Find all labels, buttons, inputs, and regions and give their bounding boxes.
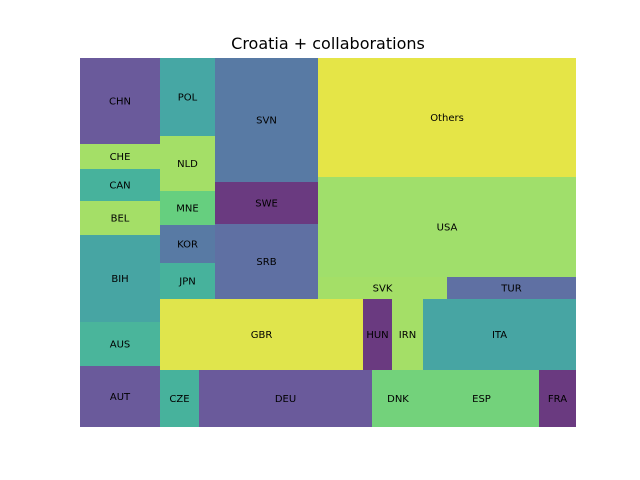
cell-srb bbox=[215, 224, 318, 299]
cell-label-aus: AUS bbox=[110, 340, 131, 351]
cell-others bbox=[318, 58, 576, 177]
cell-dnk bbox=[372, 370, 424, 427]
cell-label-ita: ITA bbox=[492, 330, 507, 341]
cell-mne bbox=[160, 191, 215, 225]
cell-label-esp: ESP bbox=[472, 394, 491, 405]
cell-label-pol: POL bbox=[178, 93, 198, 104]
cell-bel bbox=[80, 201, 160, 235]
cell-label-dnk: DNK bbox=[387, 394, 409, 405]
cell-label-fra: FRA bbox=[548, 394, 567, 405]
cell-kor bbox=[160, 225, 215, 263]
cell-svn bbox=[215, 58, 318, 182]
cell-label-svk: SVK bbox=[373, 284, 393, 295]
cell-label-bih: BIH bbox=[111, 274, 128, 285]
cell-label-svn: SVN bbox=[256, 116, 277, 127]
cell-label-bel: BEL bbox=[111, 214, 130, 225]
cell-pol bbox=[160, 58, 215, 136]
cell-deu bbox=[199, 370, 372, 427]
cell-tur bbox=[447, 277, 576, 299]
cell-label-kor: KOR bbox=[177, 240, 198, 251]
cell-hun bbox=[363, 299, 392, 370]
cell-can bbox=[80, 169, 160, 201]
cell-nld bbox=[160, 136, 215, 191]
cell-usa bbox=[318, 177, 576, 277]
cell-swe bbox=[215, 182, 318, 224]
cell-fra bbox=[539, 370, 576, 427]
cell-bih bbox=[80, 235, 160, 322]
cell-label-can: CAN bbox=[109, 181, 130, 192]
cell-jpn bbox=[160, 263, 215, 299]
cell-label-swe: SWE bbox=[255, 199, 278, 210]
cell-svk bbox=[318, 277, 447, 299]
cell-label-chn: CHN bbox=[109, 97, 131, 108]
cell-label-deu: DEU bbox=[275, 394, 296, 405]
cell-label-cze: CZE bbox=[169, 394, 189, 405]
cell-label-che: CHE bbox=[110, 152, 131, 163]
cell-label-gbr: GBR bbox=[251, 330, 273, 341]
cell-label-irn: IRN bbox=[399, 330, 416, 341]
cell-gbr bbox=[160, 299, 363, 370]
chart-title: Croatia + collaborations bbox=[231, 34, 425, 53]
treemap-cells: CHN CHE CAN BEL BIH AUS AUT POL NLD MNE KOR JPN SVN S… bbox=[80, 58, 576, 427]
cell-label-nld: NLD bbox=[177, 159, 198, 170]
cell-label-usa: USA bbox=[437, 223, 458, 234]
cell-cze bbox=[160, 370, 199, 427]
cell-aut bbox=[80, 366, 160, 427]
cell-label-mne: MNE bbox=[176, 204, 198, 215]
cell-esp bbox=[424, 370, 539, 427]
cell-label-jpn: JPN bbox=[178, 277, 195, 288]
cell-label-tur: TUR bbox=[500, 284, 521, 295]
cell-label-others: Others bbox=[430, 113, 464, 124]
cell-ita bbox=[423, 299, 576, 370]
cell-che bbox=[80, 144, 160, 169]
cell-label-aut: AUT bbox=[110, 392, 131, 403]
cell-label-srb: SRB bbox=[256, 257, 276, 268]
cell-aus bbox=[80, 322, 160, 366]
cell-irn bbox=[392, 299, 423, 370]
cell-chn bbox=[80, 58, 160, 144]
cell-label-hun: HUN bbox=[366, 330, 388, 341]
